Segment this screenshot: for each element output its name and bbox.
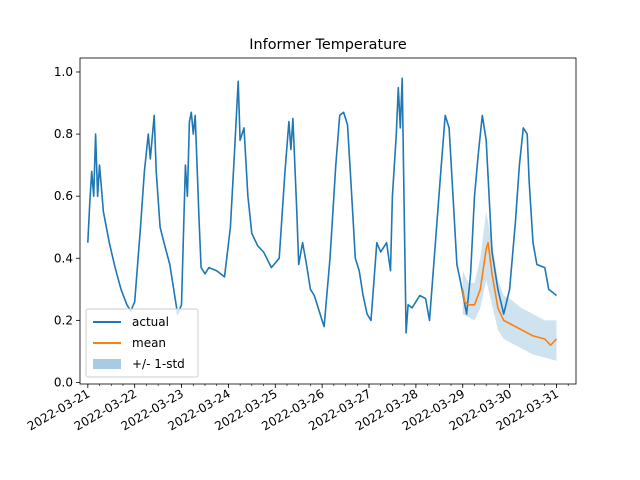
y-tick-label: 0.4	[54, 251, 73, 265]
y-tick-label: 0.0	[54, 375, 73, 389]
y-tick-label: 0.2	[54, 313, 73, 327]
legend-swatch-std	[93, 359, 121, 369]
series-layer	[87, 77, 558, 347]
y-tick-label: 0.8	[54, 127, 73, 141]
legend-label-std: +/- 1-std	[132, 357, 185, 371]
y-tick-label: 0.6	[54, 189, 73, 203]
legend-label-mean: mean	[132, 336, 166, 350]
plot-frame	[79, 57, 577, 385]
series-line-mean	[461, 241, 558, 347]
legend-label-actual: actual	[132, 315, 169, 329]
chart-title: Informer Temperature	[249, 37, 407, 53]
y-tick-label: 1.0	[54, 65, 73, 79]
legend: actual mean +/- 1-std	[85, 308, 199, 378]
y-axis: 0.0 0.2 0.4 0.6 0.8 1.0	[54, 65, 80, 389]
series-line-actual	[87, 77, 557, 334]
